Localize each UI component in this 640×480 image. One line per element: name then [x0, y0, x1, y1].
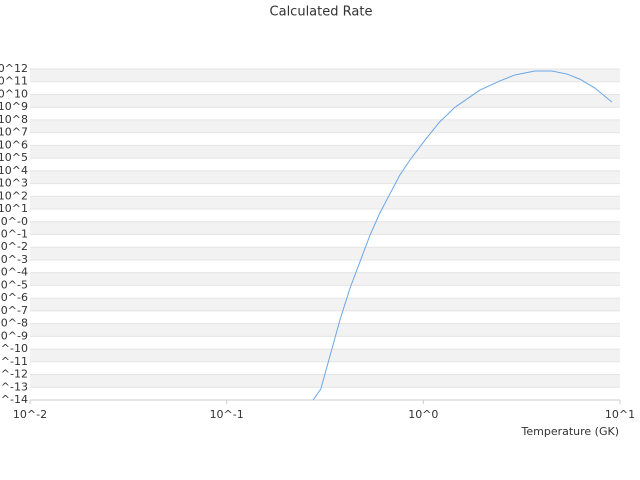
y-tick-label: 10^2: [0, 189, 28, 202]
grid-band: [30, 349, 620, 362]
y-tick-label: 10^-13: [0, 380, 28, 393]
y-tick-label: 10^-5: [0, 278, 28, 291]
y-tick-label: 10^-11: [0, 355, 28, 368]
grid-band: [30, 374, 620, 388]
grid-band: [30, 69, 620, 82]
y-tick-label: 10^-3: [0, 253, 28, 266]
grid-band: [30, 196, 620, 210]
y-tick-label: 10^-9: [0, 329, 28, 342]
y-tick-label: 10^-14: [0, 393, 28, 406]
y-tick-label: 10^-8: [0, 317, 28, 330]
y-tick-label: 10^-12: [0, 368, 28, 381]
y-tick-label: 10^12: [0, 62, 28, 75]
y-tick-label: 10^-4: [0, 266, 28, 279]
x-tick-label: 10^1: [605, 408, 635, 421]
y-tick-label: 10^-6: [0, 291, 28, 304]
x-axis-title: Temperature (GK): [521, 425, 620, 438]
y-tick-label: 10^8: [0, 113, 28, 126]
y-tick-label: 10^1: [0, 202, 28, 215]
y-tick-label: 10^-1: [0, 228, 28, 241]
y-tick-label: 10^9: [0, 100, 28, 113]
x-tick-label: 10^-2: [13, 408, 47, 421]
grid-band: [30, 221, 620, 235]
y-tick-label: 10^6: [0, 138, 28, 151]
y-tick-label: 10^-10: [0, 342, 28, 355]
grid-band: [30, 272, 620, 286]
grid-band: [30, 145, 620, 159]
grid-band: [30, 170, 620, 184]
y-tick-label: 10^-2: [0, 240, 28, 253]
grid-band: [30, 298, 620, 311]
y-tick-label: 10^-0: [0, 215, 28, 228]
chart-title: Calculated Rate: [270, 5, 373, 20]
grid-band: [30, 323, 620, 337]
y-tick-label: 10^11: [0, 75, 28, 88]
y-tick-label: 10^4: [0, 164, 28, 177]
y-tick-label: 10^5: [0, 151, 28, 164]
grid-band: [30, 119, 620, 133]
grid-band: [30, 247, 620, 260]
grid-band: [30, 94, 620, 108]
y-tick-label: 10^3: [0, 177, 28, 190]
data-line: [312, 70, 613, 401]
y-tick-label: 10^-7: [0, 304, 28, 317]
x-tick-label: 10^0: [408, 408, 438, 421]
y-tick-label: 10^10: [0, 87, 28, 100]
x-tick-label: 10^-1: [210, 408, 244, 421]
y-tick-label: 10^7: [0, 126, 28, 139]
